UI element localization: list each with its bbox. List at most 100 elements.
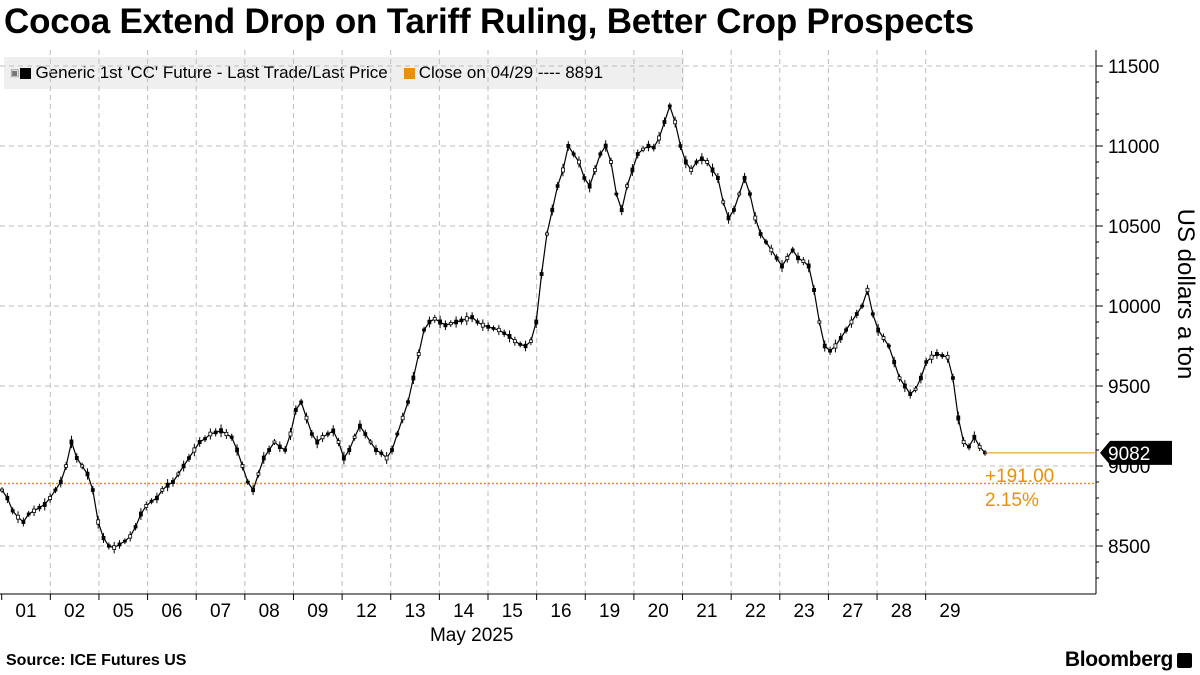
price-candle-body — [235, 447, 239, 453]
price-candle-body — [822, 343, 827, 349]
price-candle-body — [299, 400, 304, 404]
price-candle-body — [10, 509, 15, 513]
price-candle-body — [374, 447, 378, 453]
price-candle-body — [651, 145, 656, 150]
price-candle-body — [176, 472, 181, 476]
price-candle-body — [58, 479, 63, 485]
price-candle-body — [683, 159, 688, 165]
x-month-label: May 2025 — [430, 625, 513, 646]
price-candle-body — [261, 455, 266, 461]
price-candle-body — [913, 387, 918, 391]
x-tick-label: 16 — [550, 601, 571, 622]
x-tick-label: 02 — [64, 601, 85, 622]
price-candle-body — [69, 439, 74, 445]
price-candle-body — [165, 482, 170, 488]
price-candle-body — [977, 444, 982, 449]
price-candle-body — [342, 455, 346, 461]
x-tick-label: 08 — [259, 601, 280, 622]
price-candle-body — [272, 440, 277, 444]
price-candle-body — [454, 319, 459, 325]
price-candle-body — [753, 215, 758, 221]
price-candle-body — [657, 135, 662, 141]
legend-toggle-icon[interactable]: ▣ — [10, 67, 20, 79]
x-tick-label: 14 — [453, 601, 475, 622]
price-candle-body — [347, 447, 352, 453]
price-candle-body — [443, 323, 448, 328]
price-candle-body — [699, 156, 704, 162]
bloomberg-logo: Bloomberg — [1065, 648, 1192, 672]
price-candle-body — [133, 525, 138, 529]
price-candle-body — [780, 263, 784, 269]
price-candle-body — [646, 143, 651, 149]
price-candle-body — [90, 488, 95, 492]
price-candle-body — [828, 349, 832, 353]
y-tick-label: 8500 — [1108, 537, 1150, 558]
price-candle-body — [918, 375, 923, 381]
price-candle-body — [502, 331, 507, 335]
price-candle-body — [833, 343, 838, 349]
price-candle-body — [806, 263, 811, 269]
price-candle-body — [566, 143, 571, 148]
price-candle-body — [582, 176, 587, 180]
price-candle-body — [229, 435, 234, 439]
price-candle-body — [411, 375, 416, 381]
price-candle-body — [422, 328, 426, 332]
x-tick-label: 06 — [161, 601, 182, 622]
price-candle-body — [85, 471, 90, 477]
price-candle-body — [571, 152, 576, 156]
price-candle-body — [331, 428, 336, 434]
price-candle-body — [80, 464, 85, 468]
price-candle-body — [187, 456, 191, 460]
price-candle-body — [155, 495, 159, 501]
x-tick-label: 20 — [648, 601, 669, 622]
price-candle-body — [101, 535, 106, 541]
price-candle-body — [769, 247, 774, 253]
price-candle-body — [614, 192, 619, 196]
price-candle-body — [144, 504, 149, 508]
price-candle-body — [315, 439, 320, 445]
price-candle-body — [251, 487, 255, 493]
price-candle-body — [480, 322, 485, 328]
price-candle-body — [908, 392, 913, 396]
price-candle-body — [470, 315, 475, 320]
price-candle-body — [496, 327, 501, 333]
price-candle-body — [26, 512, 31, 516]
x-tick-label: 29 — [939, 601, 960, 622]
price-candle-body — [550, 207, 555, 213]
price-candle-body — [630, 167, 635, 173]
legend-item-price: Generic 1st 'CC' Future - Last Trade/Las… — [20, 63, 388, 83]
price-candle-body — [555, 184, 560, 188]
price-candle-body — [972, 434, 977, 440]
price-candle-body — [945, 354, 950, 360]
change-abs-label: +191.00 — [985, 466, 1054, 487]
price-candle-body — [951, 376, 955, 380]
price-candle-body — [336, 440, 341, 444]
y-tick-label: 10500 — [1108, 217, 1161, 238]
price-candle-body — [213, 430, 218, 435]
price-candle-body — [956, 415, 961, 421]
price-candle-body — [865, 287, 870, 293]
price-candle-body — [844, 328, 848, 332]
price-candle-body — [748, 192, 752, 196]
price-candle-body — [96, 519, 101, 525]
price-candle-body — [395, 432, 400, 436]
price-candle-body — [106, 544, 111, 548]
price-candle-body — [523, 343, 528, 349]
price-candle-body — [838, 335, 843, 341]
x-tick-label: 28 — [891, 601, 912, 622]
price-candle-body — [924, 360, 929, 364]
price-candle-body — [74, 455, 79, 460]
x-tick-label: 01 — [15, 601, 36, 622]
price-candle-body — [197, 439, 202, 444]
price-candle-body — [625, 184, 629, 188]
x-tick-label: 09 — [307, 601, 328, 622]
price-candle-body — [48, 496, 52, 500]
price-candle-body — [667, 104, 672, 108]
price-candle-body — [160, 488, 165, 492]
price-candle-body — [139, 511, 143, 517]
price-candle-body — [673, 119, 678, 125]
price-candle-body — [53, 488, 58, 492]
price-candle-body — [817, 320, 822, 324]
price-candle-body — [416, 352, 421, 356]
price-candle-body — [0, 488, 4, 492]
